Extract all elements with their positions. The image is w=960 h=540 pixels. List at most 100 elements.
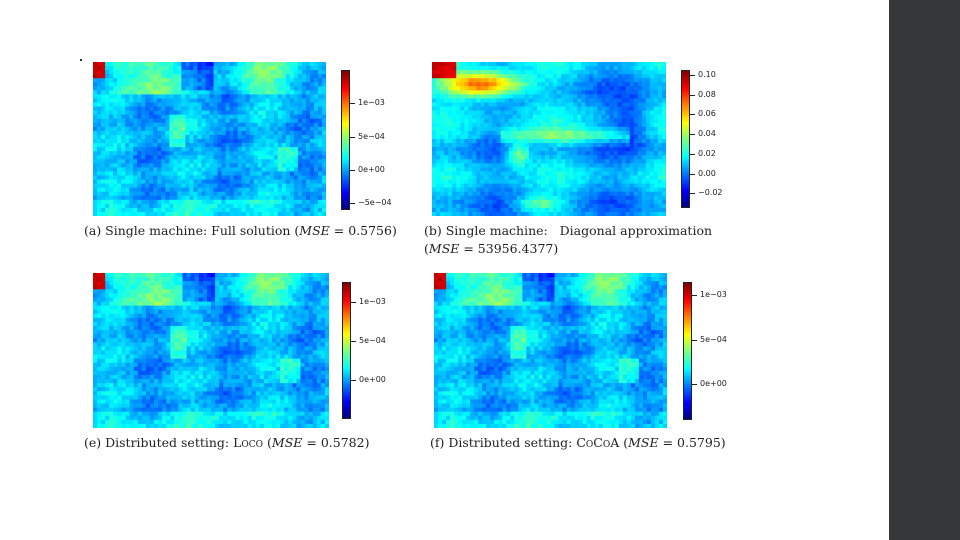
heatmap-cell [460,183,465,189]
heatmap-cell [202,285,208,290]
heatmap-cell [540,106,546,112]
heatmap-cell [178,277,184,282]
heatmap-cell [532,66,538,71]
heatmap-cell [649,122,655,128]
heatmap-cell [432,171,437,177]
heatmap-cell [209,114,215,120]
heatmap-cell [557,163,562,168]
heatmap-cell [464,126,469,132]
heatmap-cell [452,179,457,185]
heatmap-cell [280,285,285,290]
heatmap-cell [217,106,223,112]
heatmap-cell [245,114,251,120]
heatmap-cell [544,114,550,120]
heatmap-cell [440,62,445,67]
heatmap-cell [223,293,228,299]
heatmap-cell [261,134,267,140]
heatmap-cell [233,94,239,100]
heatmap-cell [217,171,223,177]
heatmap-cell [257,82,263,87]
heatmap-cell [229,74,235,79]
heatmap-cell [661,82,666,87]
heatmap-cell [573,139,578,144]
heatmap-cell [321,163,326,168]
heatmap-cell [93,110,98,116]
heatmap-cell [101,70,106,75]
heatmap-cell [593,179,599,185]
heatmap-cell [225,147,231,152]
heatmap-cell [593,187,599,193]
heatmap-cell [532,143,538,148]
heatmap-cell [257,183,263,189]
heatmap-cell [629,66,635,71]
heatmap-cell [169,151,174,156]
heatmap-cell [189,167,195,173]
heatmap-cell [193,90,199,96]
heatmap-cell [105,122,110,128]
heatmap-cell [169,74,174,79]
heatmap-cell [629,130,635,136]
heatmap-cell [613,163,619,168]
heatmap-cell [304,293,310,299]
heatmap-cell [186,297,192,303]
heatmap-cell [581,147,586,152]
heatmap-cell [117,66,122,71]
heatmap-cell [524,78,530,83]
heatmap-cell [221,78,227,83]
heatmap-cell [645,147,651,152]
heatmap-cell [197,86,203,91]
heatmap-cell [532,163,538,168]
heatmap-cell [198,285,204,290]
heatmap-cell [174,273,180,278]
heatmap-cell [561,110,566,116]
heatmap-cell [605,183,611,189]
heatmap-cell [633,70,639,75]
heatmap-cell [301,171,307,177]
heatmap-cell [237,102,243,108]
heatmap-cell [173,159,178,164]
heatmap-cell [496,167,502,173]
heatmap-cell [225,143,231,148]
heatmap-cell [189,94,195,100]
heatmap-cell [193,66,199,71]
heatmap-cell [581,94,586,100]
heatmap-cell [288,301,293,307]
heatmap-cell [440,191,445,197]
heatmap-cell [169,211,174,216]
heatmap-cell [245,183,251,189]
heatmap-cell [621,175,627,181]
heatmap-cell [480,175,486,181]
heatmap-cell [508,126,514,132]
heatmap-cell [561,203,566,209]
heatmap-cell [492,86,498,91]
heatmap-cell [247,305,253,311]
heatmap-cell [141,82,146,87]
heatmap-cell [553,114,558,120]
heatmap-cell [137,151,142,156]
heatmap-cell [468,163,473,168]
heatmap-cell [101,66,106,71]
heatmap-cell [162,277,167,282]
heatmap-cell [297,211,303,216]
heatmap-cell [273,187,279,193]
heatmap-cell [145,273,151,278]
heatmap-cell [621,114,627,120]
heatmap-cell [277,94,283,100]
heatmap-cell [193,134,199,140]
heatmap-cell [125,273,131,278]
heatmap-cell [109,139,114,144]
heatmap-cell [217,159,223,164]
heatmap-cell [657,70,663,75]
heatmap-cell [293,155,299,160]
heatmap-cell [273,171,279,177]
heatmap-cell [609,74,615,79]
heatmap-cell [125,207,130,213]
heatmap-cell [105,143,110,148]
heatmap-cell [661,163,666,168]
heatmap-cell [500,171,506,177]
heatmap-cell [93,74,98,79]
heatmap-cell [460,207,465,213]
heatmap-cell [161,86,166,91]
heatmap-cell [532,122,538,128]
heatmap-cell [309,102,315,108]
